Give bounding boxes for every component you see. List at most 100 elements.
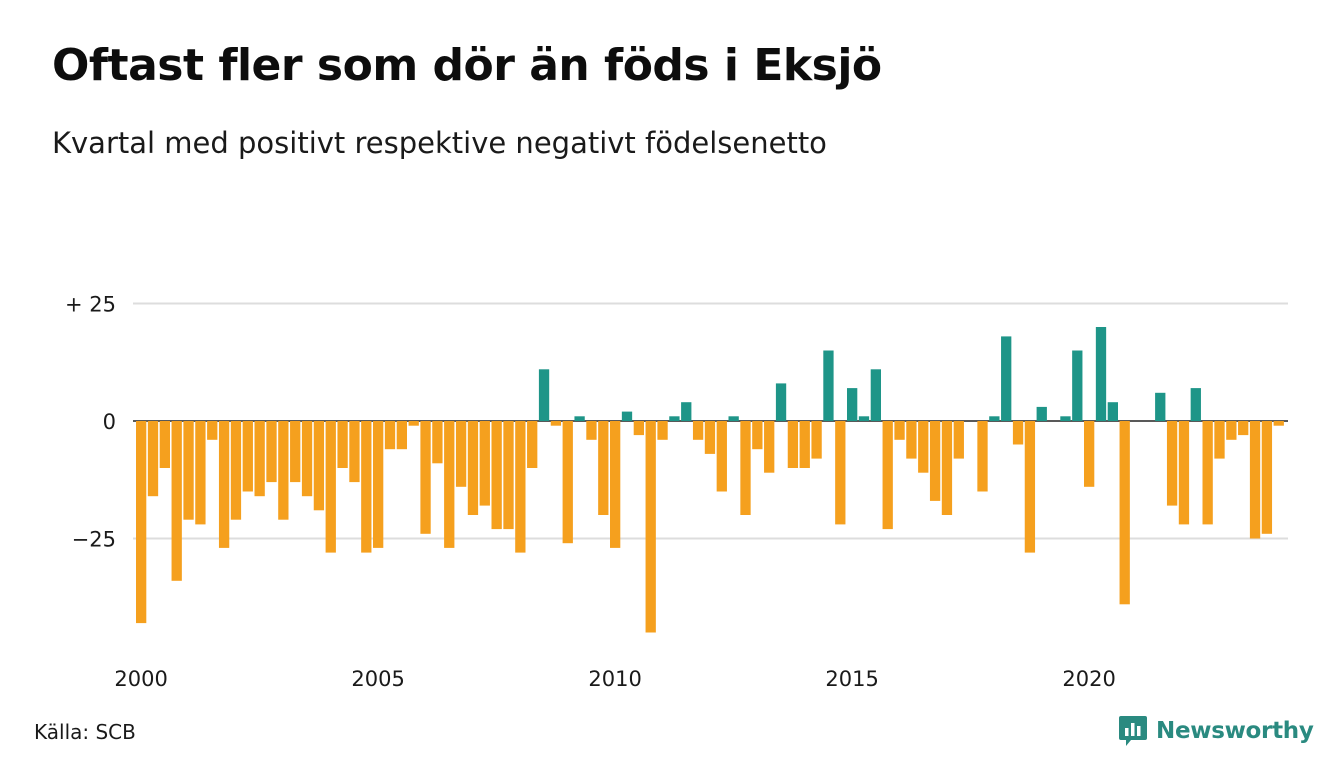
bar — [538, 369, 550, 421]
bar — [610, 421, 621, 548]
bar — [361, 421, 372, 553]
bar — [254, 421, 265, 497]
bar — [503, 421, 514, 530]
bar — [1202, 421, 1213, 525]
bar — [811, 421, 822, 459]
bar — [657, 421, 668, 440]
brand-name: Newsworthy — [1156, 718, 1314, 744]
bar — [1249, 421, 1261, 539]
bar — [218, 421, 230, 548]
bar — [882, 421, 893, 530]
bar — [598, 421, 609, 515]
bar — [645, 421, 656, 633]
x-tick-label: 2000 — [114, 667, 167, 691]
bar — [290, 421, 301, 483]
bar — [858, 416, 870, 421]
bar — [562, 421, 573, 544]
bar — [728, 416, 739, 421]
bar — [1024, 421, 1036, 553]
bar — [1273, 421, 1284, 426]
bar — [799, 421, 810, 468]
bar — [159, 421, 170, 468]
y-tick-label: + 25 — [65, 293, 116, 317]
bar — [550, 421, 562, 426]
bar — [349, 421, 360, 483]
bar — [835, 421, 846, 525]
bar — [171, 421, 182, 581]
bar — [1261, 421, 1273, 534]
bar — [918, 421, 929, 473]
bar — [515, 421, 526, 553]
bar — [1095, 327, 1107, 421]
bar — [491, 421, 502, 530]
bar — [278, 421, 289, 520]
bar — [1036, 406, 1047, 421]
bar — [1155, 392, 1166, 421]
bar — [1190, 388, 1201, 421]
x-tick-label: 2005 — [351, 667, 404, 691]
bar — [455, 421, 467, 487]
bar — [704, 421, 716, 454]
bar — [147, 421, 159, 497]
bar — [1178, 421, 1190, 525]
x-tick-label: 2015 — [825, 667, 878, 691]
bar — [313, 421, 325, 511]
bar — [752, 421, 763, 450]
newsworthy-logo-icon — [1119, 716, 1147, 746]
bar-chart: + 25 0 −25 2000 2005 2010 2015 2020 — [65, 293, 1288, 691]
bar — [467, 421, 479, 515]
bar — [396, 421, 407, 450]
bar — [621, 411, 633, 421]
bar — [373, 421, 384, 548]
bar — [870, 369, 881, 421]
bar — [1107, 402, 1118, 421]
bar — [1072, 350, 1083, 421]
bar — [953, 421, 964, 459]
bar — [941, 421, 953, 515]
x-tick-label: 2020 — [1062, 667, 1115, 691]
bar — [1119, 421, 1130, 605]
bar — [764, 421, 775, 473]
bar — [633, 421, 644, 436]
source-note: Källa: SCB — [34, 720, 136, 744]
bar — [977, 421, 988, 492]
bar — [787, 421, 799, 468]
chart-subtitle: Kvartal med positivt respektive negativt… — [52, 126, 827, 160]
bar — [1001, 336, 1012, 421]
bar — [479, 421, 490, 506]
bar — [420, 421, 431, 534]
bar — [586, 421, 597, 440]
bar — [847, 388, 858, 421]
bar — [230, 421, 242, 520]
bar — [1226, 421, 1237, 440]
bar — [989, 416, 1000, 421]
bar — [906, 421, 917, 459]
bar — [301, 421, 313, 497]
bar — [692, 421, 704, 440]
bar — [1012, 421, 1024, 445]
bar — [574, 416, 585, 421]
bar — [408, 421, 419, 426]
bar — [432, 421, 443, 464]
bar — [681, 402, 692, 421]
y-tick-label: 0 — [103, 410, 116, 434]
newsworthy-logo: Newsworthy — [1118, 714, 1314, 748]
bar — [337, 421, 348, 468]
bar — [444, 421, 455, 548]
bar — [669, 416, 680, 421]
bar — [1214, 421, 1225, 459]
bar — [242, 421, 253, 492]
x-tick-label: 2010 — [588, 667, 641, 691]
bar — [716, 421, 727, 492]
y-tick-label: −25 — [72, 528, 116, 552]
bar — [384, 421, 396, 450]
bar — [823, 350, 834, 421]
bar — [183, 421, 194, 520]
bar — [325, 421, 336, 553]
bar — [136, 421, 147, 624]
bar — [894, 421, 905, 440]
bar — [740, 421, 751, 515]
bar — [775, 383, 787, 421]
bar — [1084, 421, 1095, 487]
bar — [929, 421, 941, 501]
